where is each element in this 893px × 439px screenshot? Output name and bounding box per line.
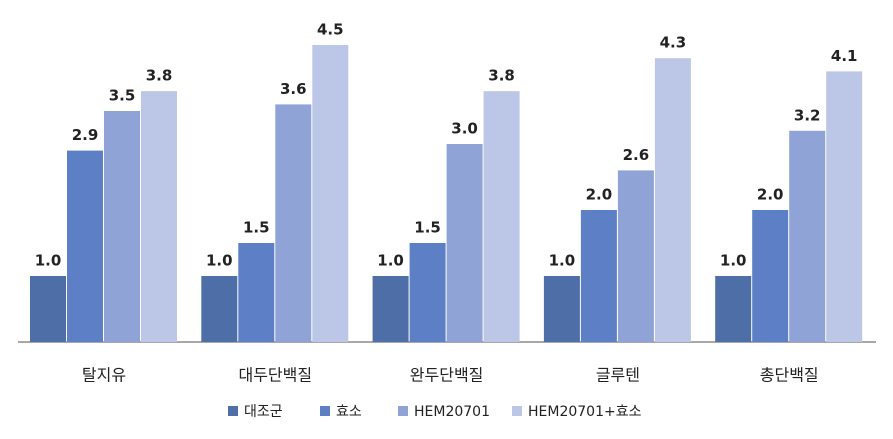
value-label: 2.0	[586, 186, 613, 204]
legend-label: 효소	[336, 404, 362, 420]
bar	[30, 276, 66, 342]
bar	[409, 243, 446, 342]
value-label: 1.0	[377, 252, 404, 270]
x-tick-label: 글루텐	[596, 366, 640, 385]
value-label: 1.5	[243, 219, 270, 237]
value-label: 2.0	[757, 186, 784, 204]
value-label: 4.1	[831, 47, 858, 65]
bar	[201, 276, 238, 342]
legend-label: 대조군	[244, 404, 283, 420]
legend-label: HEM20701+효소	[528, 404, 642, 420]
bar	[104, 111, 140, 342]
bar	[275, 104, 312, 343]
bar	[543, 276, 580, 342]
x-tick-label: 총단백질	[760, 366, 819, 385]
value-label: 1.0	[549, 252, 576, 270]
bar	[654, 58, 691, 342]
legend-swatch	[320, 406, 330, 416]
bar	[483, 91, 520, 342]
value-label: 2.9	[72, 126, 99, 144]
bar	[67, 150, 103, 342]
value-label: 4.3	[660, 34, 687, 52]
legend-swatch	[512, 406, 522, 416]
bar	[238, 243, 275, 342]
bar	[826, 71, 863, 343]
value-label: 3.0	[451, 120, 478, 138]
value-label: 3.5	[109, 87, 136, 105]
bar	[789, 130, 826, 342]
value-label: 1.0	[35, 252, 62, 270]
value-label: 3.8	[488, 67, 515, 85]
value-label: 2.6	[623, 146, 650, 164]
bar	[446, 144, 483, 342]
bar	[715, 276, 752, 342]
value-label: 1.0	[206, 252, 233, 270]
value-label: 3.2	[794, 106, 821, 124]
legend-swatch	[398, 406, 408, 416]
bar	[312, 45, 349, 342]
bar	[752, 210, 789, 342]
value-label: 1.0	[720, 252, 747, 270]
legend-swatch	[228, 406, 238, 416]
bar	[372, 276, 409, 342]
value-label: 1.5	[414, 219, 441, 237]
bar	[141, 91, 177, 342]
bar	[617, 170, 654, 342]
value-label: 3.8	[146, 67, 173, 85]
x-tick-label: 완두단백질	[410, 366, 484, 385]
legend-label: HEM20701	[414, 404, 490, 420]
value-label: 4.5	[317, 21, 344, 39]
bar	[580, 210, 617, 342]
x-tick-label: 대두단백질	[238, 366, 312, 385]
x-tick-label: 탈지유	[82, 366, 126, 385]
value-label: 3.6	[280, 80, 307, 98]
